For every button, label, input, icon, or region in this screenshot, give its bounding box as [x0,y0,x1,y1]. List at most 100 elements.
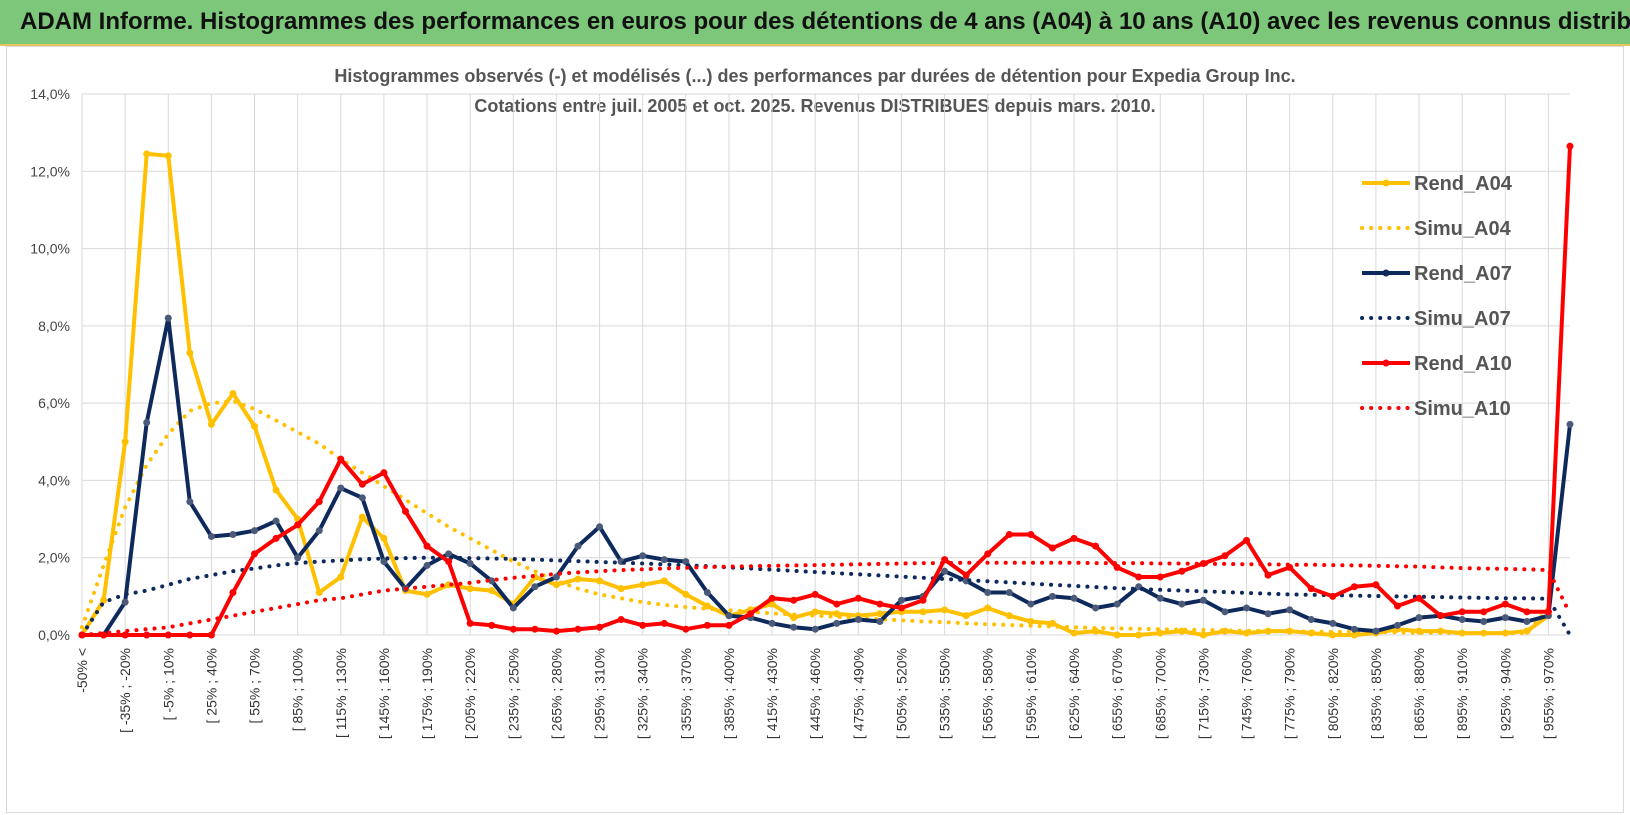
data-point [811,590,819,598]
x-tick-label: [ 355% ; 370% [678,648,694,739]
x-tick-label: [ 385% ; 400% [721,648,737,739]
data-point [1350,631,1358,639]
data-point [294,521,302,529]
series-line [80,399,1551,636]
y-tick-label: 14,0% [30,86,70,102]
data-point [337,484,345,492]
data-point [121,598,129,606]
data-point [1092,604,1100,612]
data-point [703,621,711,629]
data-point [164,314,172,322]
data-point [596,523,604,531]
data-point [229,588,237,596]
data-point [617,585,625,593]
data-point [1393,602,1401,610]
data-point [1199,631,1207,639]
data-point [897,604,905,612]
data-point [1523,617,1531,625]
legend-marker [1382,359,1390,367]
data-point [1048,544,1056,552]
legend-entry-rend-a10: Rend_A10 [1362,353,1512,375]
data-point [854,616,862,624]
data-point [315,588,323,596]
data-point [1027,600,1035,608]
data-point [660,577,668,585]
data-point [876,617,884,625]
legend-label: Simu_A07 [1414,308,1511,330]
x-tick-label: [ -5% ; 10% [160,648,176,720]
data-point [100,596,108,604]
data-point [790,596,798,604]
data-point [1113,563,1121,571]
legend-entry-simu-a04: Simu_A04 [1360,218,1512,240]
data-point [1415,614,1423,622]
data-point [1070,594,1078,602]
data-point [682,558,690,566]
data-point [1070,629,1078,637]
data-point [1501,600,1509,608]
data-point [423,542,431,550]
x-tick-label: [ 955% ; 970% [1540,648,1556,739]
x-tick-label: [ 835% ; 850% [1368,648,1384,739]
data-point [1113,600,1121,608]
x-tick-label: [ 625% ; 640% [1066,648,1082,739]
data-point [941,567,949,575]
data-point [919,608,927,616]
data-point [962,612,970,620]
x-tick-label: [ 535% ; 550% [937,648,953,739]
data-point [1415,594,1423,602]
data-point [251,422,259,430]
data-point [1372,627,1380,635]
data-point [1329,592,1337,600]
data-point [1092,542,1100,550]
data-point [574,542,582,550]
data-point [1523,608,1531,616]
legend-entry-simu-a10: Simu_A10 [1360,398,1511,420]
x-tick-label: [ 505% ; 520% [893,648,909,739]
data-point [207,420,215,428]
data-point [1458,608,1466,616]
data-point [164,631,172,639]
x-tick-label: [ 175% ; 190% [419,648,435,739]
data-point [229,389,237,397]
x-tick-label: [ 745% ; 760% [1239,648,1255,739]
data-point [747,610,755,618]
data-point [1005,612,1013,620]
data-point [272,517,280,525]
data-point [768,600,776,608]
data-point [143,418,151,426]
data-point [984,604,992,612]
x-tick-label: [ 925% ; 940% [1497,648,1513,739]
data-point [768,619,776,627]
data-point [358,494,366,502]
series-simu-a04 [80,399,1551,636]
x-tick-label: [ 295% ; 310% [592,648,608,739]
x-tick-label: [ 25% ; 40% [203,648,219,724]
data-point [488,621,496,629]
x-tick-label: [ 235% ; 250% [505,648,521,739]
data-point [596,623,604,631]
legend-entry-rend-a07: Rend_A07 [1362,263,1512,285]
series-simu-a07 [80,555,1572,637]
x-tick-label: [ 265% ; 280% [548,648,564,739]
data-point [1501,614,1509,622]
y-tick-label: 2,0% [38,550,70,566]
series-line [80,555,1572,637]
x-tick-label: [ 565% ; 580% [980,648,996,739]
data-point [143,150,151,158]
y-tick-label: 10,0% [30,241,70,257]
data-point [1264,571,1272,579]
data-point [1566,420,1574,428]
data-point [186,631,194,639]
data-point [315,527,323,535]
data-point [1048,619,1056,627]
data-point [445,550,453,558]
data-point [531,583,539,591]
data-point [768,594,776,602]
data-point [1329,619,1337,627]
data-point [1307,585,1315,593]
data-point [466,560,474,568]
data-point [1156,629,1164,637]
x-tick-label: [ 115% ; 130% [333,648,349,738]
x-tick-label: [ 715% ; 730% [1195,648,1211,739]
